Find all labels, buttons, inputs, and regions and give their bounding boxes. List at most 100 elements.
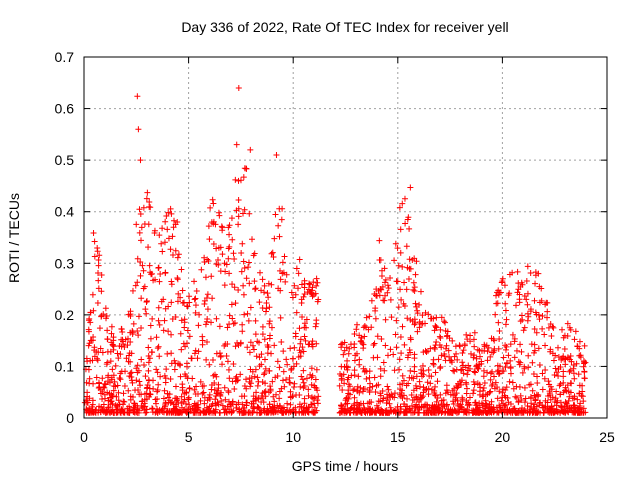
data-point — [197, 397, 204, 404]
data-point — [520, 408, 527, 415]
data-point — [169, 251, 176, 258]
data-point — [425, 311, 432, 318]
data-point — [550, 324, 557, 331]
data-point — [544, 308, 551, 315]
data-point — [502, 346, 509, 353]
data-point — [313, 366, 320, 373]
data-point — [388, 408, 395, 415]
data-point — [507, 357, 514, 364]
data-point — [256, 299, 263, 306]
data-point — [576, 382, 583, 389]
data-point — [576, 352, 583, 359]
data-point — [344, 357, 351, 364]
data-point — [519, 316, 526, 323]
data-point — [482, 391, 489, 398]
data-point — [424, 402, 431, 409]
data-point — [410, 375, 417, 382]
data-point — [268, 324, 275, 331]
data-point — [542, 397, 549, 404]
data-point — [192, 302, 199, 309]
data-point — [205, 405, 212, 412]
data-point — [154, 369, 161, 376]
data-point — [481, 379, 488, 386]
data-point — [115, 389, 122, 396]
data-point — [380, 359, 387, 366]
data-point — [501, 282, 508, 289]
data-point — [300, 384, 307, 391]
data-point — [232, 176, 239, 183]
data-point — [534, 380, 541, 387]
data-point — [313, 317, 320, 324]
data-point — [513, 302, 520, 309]
data-point — [109, 366, 116, 373]
data-point — [210, 409, 217, 416]
data-point — [143, 298, 150, 305]
data-point — [252, 317, 259, 324]
data-point — [224, 324, 231, 331]
data-point — [160, 395, 167, 402]
data-point — [545, 378, 552, 385]
data-point — [345, 395, 352, 402]
data-point — [449, 337, 456, 344]
data-point — [399, 380, 406, 387]
data-point — [250, 400, 257, 407]
data-point — [249, 342, 256, 349]
data-point — [375, 398, 382, 405]
data-point — [532, 272, 539, 279]
data-point — [442, 357, 449, 364]
data-point — [372, 315, 379, 322]
data-point — [564, 333, 571, 340]
data-point — [388, 314, 395, 321]
data-point — [516, 296, 523, 303]
data-point — [147, 322, 154, 329]
data-point — [167, 205, 174, 212]
data-point — [110, 387, 117, 394]
data-point — [406, 405, 413, 412]
data-point — [301, 400, 308, 407]
data-point — [182, 343, 189, 350]
data-point — [406, 225, 413, 232]
data-point — [352, 352, 359, 359]
data-point — [301, 324, 308, 331]
data-point — [107, 398, 114, 405]
data-point — [314, 298, 321, 305]
data-point — [165, 328, 172, 335]
data-point — [251, 278, 258, 285]
data-point — [407, 184, 414, 191]
data-point — [287, 345, 294, 352]
data-point — [413, 394, 420, 401]
data-point — [416, 301, 423, 308]
data-point — [531, 297, 538, 304]
data-point — [240, 210, 247, 217]
data-point — [345, 350, 352, 357]
data-point — [208, 273, 215, 280]
data-point — [225, 255, 232, 262]
data-point — [143, 310, 150, 317]
data-point — [95, 257, 102, 264]
data-point — [488, 382, 495, 389]
data-point — [341, 347, 348, 354]
data-point — [271, 342, 278, 349]
data-point — [104, 336, 111, 343]
data-point — [531, 401, 538, 408]
data-point — [561, 408, 568, 415]
data-point — [280, 269, 287, 276]
x-tick-label: 10 — [285, 429, 301, 445]
data-point — [95, 269, 102, 276]
data-point — [515, 286, 522, 293]
data-point — [180, 398, 187, 405]
data-point — [572, 328, 579, 335]
data-point — [161, 372, 168, 379]
data-point — [361, 368, 368, 375]
data-point — [498, 279, 505, 286]
data-point — [240, 174, 247, 181]
data-point — [384, 282, 391, 289]
data-point — [231, 284, 238, 291]
data-point — [137, 157, 144, 164]
data-point — [435, 402, 442, 409]
data-point — [191, 350, 198, 357]
data-point — [341, 380, 348, 387]
data-point — [418, 403, 425, 410]
data-point — [391, 390, 398, 397]
data-point — [140, 361, 147, 368]
